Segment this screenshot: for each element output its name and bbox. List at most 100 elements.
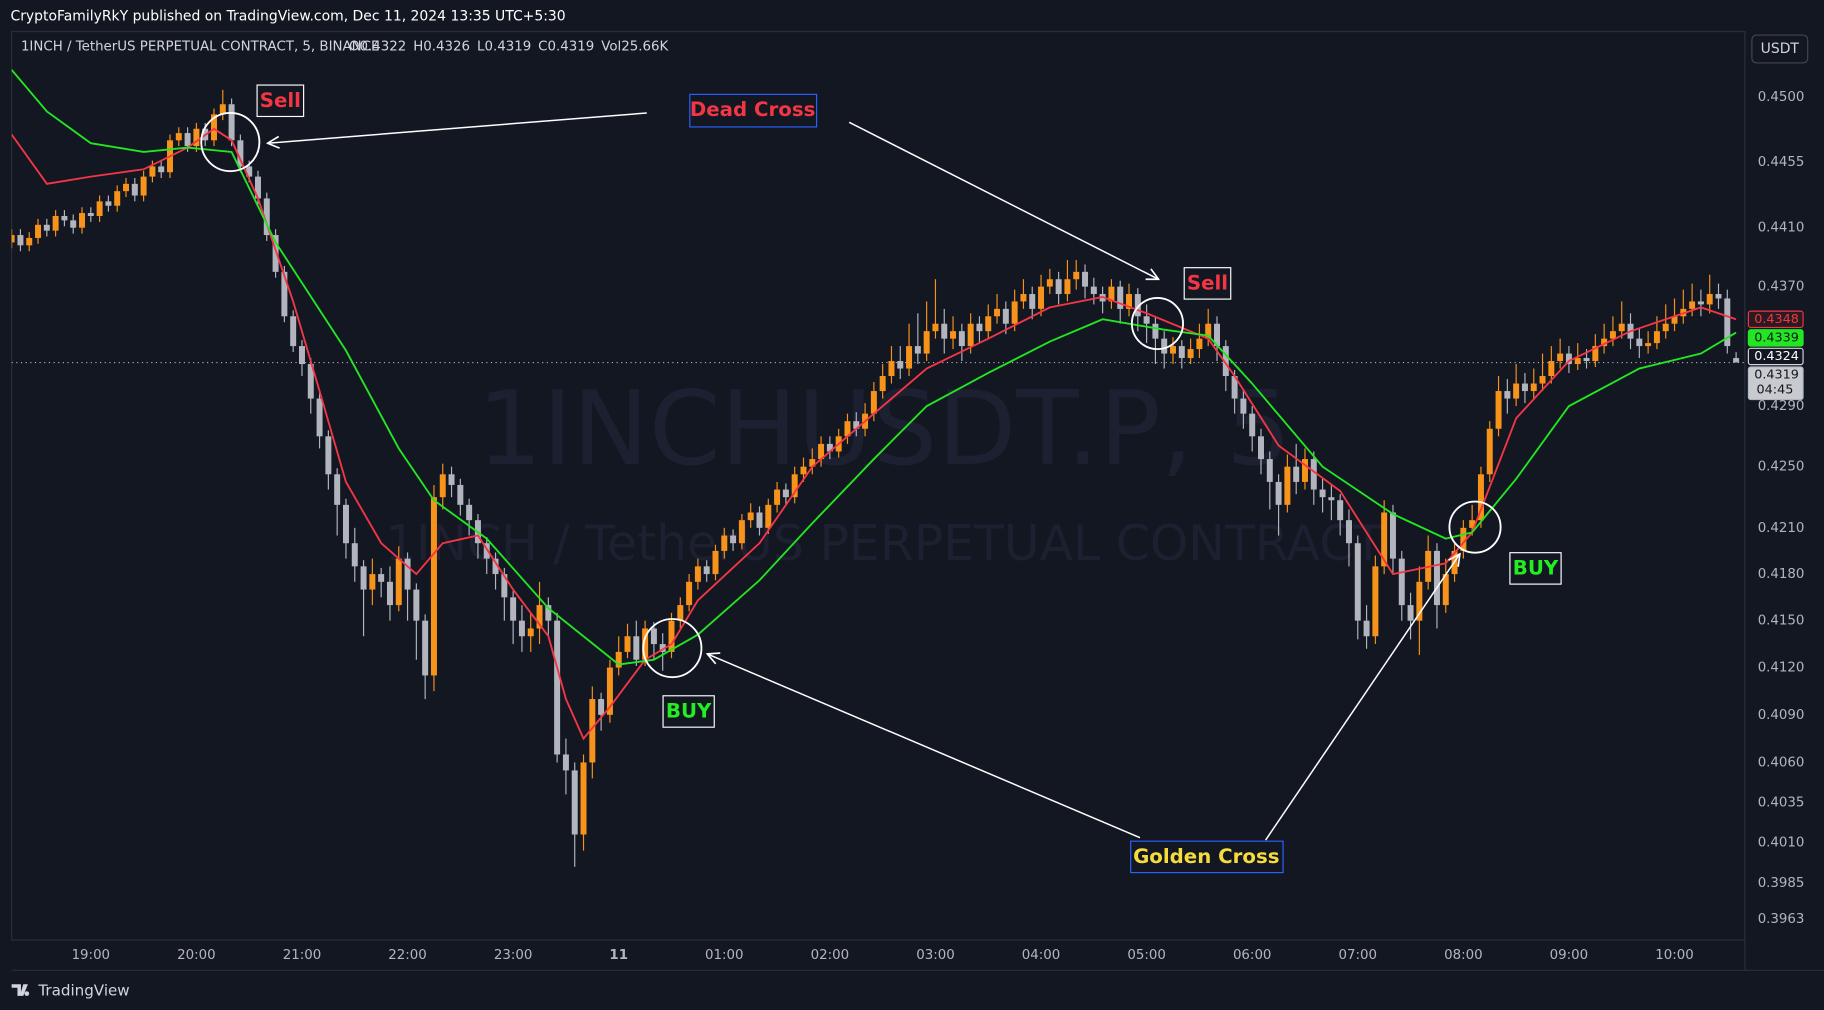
label-box <box>1130 840 1284 874</box>
label-box <box>1509 552 1562 585</box>
candle-body <box>246 166 253 177</box>
candle-body <box>1574 358 1581 365</box>
candle-body <box>378 574 385 582</box>
candle-body <box>272 235 279 272</box>
candle-body <box>888 361 895 377</box>
candle-body <box>26 237 33 246</box>
candle-body <box>1521 383 1528 392</box>
x-tick-label: 10:00 <box>1655 948 1694 963</box>
candle-body <box>1046 279 1053 287</box>
cross-circle <box>1130 297 1184 351</box>
axes: 0.4500 0.4455 0.4410 0.4370 0.4290 0.4250 0.42… <box>72 90 1805 963</box>
candle-body <box>1416 581 1423 621</box>
candle-body <box>1363 620 1370 637</box>
price-tag <box>1747 366 1804 401</box>
candle-body <box>615 651 622 668</box>
candle-body <box>1222 346 1229 377</box>
candle-body <box>1214 323 1220 347</box>
y-tick-label: 0.4210 <box>1758 521 1805 536</box>
candle-body <box>1161 338 1168 354</box>
candle-body <box>87 213 94 216</box>
price-tag <box>1747 329 1804 347</box>
currency-button[interactable] <box>1751 34 1809 64</box>
label-box <box>662 695 715 728</box>
candle-body <box>1029 294 1036 309</box>
x-tick-label: 02:00 <box>811 948 850 963</box>
y-tick-label: 0.4370 <box>1758 280 1805 295</box>
candle-body <box>1477 474 1484 521</box>
y-tick-label: 0.4410 <box>1758 221 1805 236</box>
candle-body <box>96 201 103 216</box>
candle-body <box>11 235 15 243</box>
candle-body <box>1653 331 1660 344</box>
golden-cross-label: Golden Cross <box>1133 845 1279 868</box>
candle-body <box>1469 520 1476 528</box>
buy-label: BUY <box>1513 556 1559 579</box>
countdown: 04:45 <box>1757 383 1794 398</box>
candle-body <box>1055 279 1062 295</box>
candle-body <box>633 636 640 660</box>
header-bar <box>0 0 1824 32</box>
candle-body <box>712 550 719 575</box>
price-tag-label: 0.4339 <box>1754 330 1799 345</box>
legend-value: H0.4326 <box>413 40 470 55</box>
candle-body <box>1636 338 1643 347</box>
candle-body <box>765 504 772 528</box>
candle-body <box>1117 286 1124 309</box>
candle-body <box>316 398 323 437</box>
candle-body <box>1249 413 1256 437</box>
publisher: CryptoFamilyRkY published on TradingView… <box>10 8 565 24</box>
label-box <box>1183 267 1232 300</box>
ma-line <box>11 127 1737 741</box>
candle-body <box>123 183 130 192</box>
candle-body <box>325 436 332 475</box>
candle-body <box>219 104 226 115</box>
candle-body <box>747 512 754 521</box>
candle-body <box>404 558 411 590</box>
candle-body <box>369 574 376 590</box>
candle-body <box>114 191 121 206</box>
candle-body <box>439 474 446 498</box>
candle-body <box>1284 466 1291 505</box>
y-tick-label: 0.4060 <box>1758 755 1805 770</box>
candle-body <box>149 166 156 177</box>
candle-body <box>1504 391 1511 399</box>
price-tag <box>1747 347 1804 366</box>
candle-body <box>1565 353 1572 365</box>
candle-body <box>738 520 745 544</box>
y-tick-label: 0.4290 <box>1758 399 1805 414</box>
candle-body <box>17 235 24 246</box>
candle-body <box>527 628 534 637</box>
legend-value: L0.4319 <box>477 40 531 55</box>
sell-label: Sell <box>260 89 301 112</box>
brand[interactable]: TradingView <box>37 982 129 1000</box>
candle-body <box>650 628 657 645</box>
cross-circle <box>1448 500 1502 554</box>
x-tick-label: 07:00 <box>1339 948 1378 963</box>
candle-body <box>624 636 631 652</box>
x-tick-label: 21:00 <box>283 948 322 963</box>
currency[interactable]: USDT <box>1761 41 1800 57</box>
candle-body <box>466 504 473 521</box>
candle-body <box>193 128 200 147</box>
buy-label: BUY <box>666 700 712 723</box>
y-tick-label: 0.4455 <box>1758 155 1805 170</box>
candle-body <box>430 497 437 676</box>
candle-body <box>1557 353 1564 362</box>
y-tick-label: 0.3985 <box>1758 876 1805 891</box>
ma-line <box>11 69 1737 666</box>
candle-body <box>545 605 552 621</box>
candle-body <box>870 391 877 414</box>
candle-body <box>334 474 341 505</box>
candle-body <box>606 667 613 715</box>
x-tick-label: 05:00 <box>1127 948 1166 963</box>
candle-body <box>184 133 191 147</box>
candle-body <box>844 421 851 437</box>
candle-body <box>1697 301 1704 305</box>
candle-body <box>1187 349 1194 359</box>
symbol-info: 1INCH / TetherUS PERPETUAL CONTRACT, 5, … <box>21 40 380 55</box>
candle-body <box>694 566 701 582</box>
candle-body <box>1601 338 1608 347</box>
candle-body <box>1592 346 1599 362</box>
candle-body <box>175 133 182 141</box>
